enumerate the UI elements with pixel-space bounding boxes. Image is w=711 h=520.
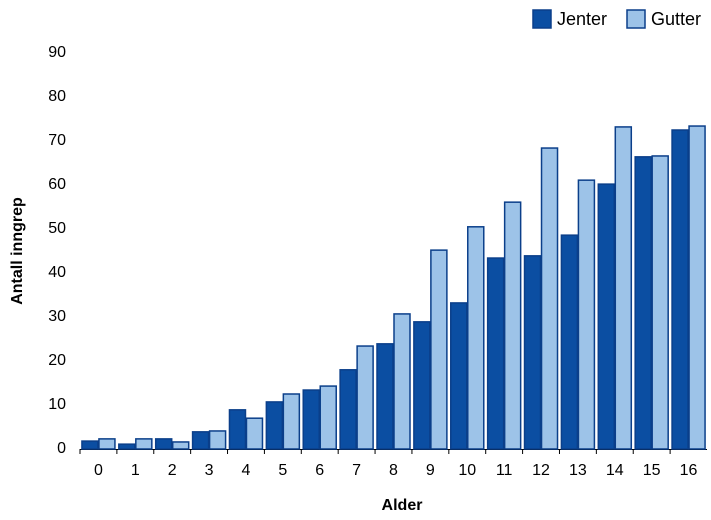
bar [245, 417, 264, 450]
bar [228, 409, 247, 450]
y-axis-label: Antall inngrep [9, 197, 26, 305]
x-tick-label: 6 [315, 462, 324, 479]
bar [98, 438, 116, 450]
bar [614, 126, 633, 450]
bar [523, 255, 542, 450]
x-tick-label: 1 [131, 462, 140, 479]
bar [597, 183, 616, 450]
x-tick-label: 0 [94, 462, 103, 479]
x-tick-label: 10 [458, 462, 476, 479]
x-tick-label: 14 [606, 462, 624, 479]
x-tick-label: 4 [242, 462, 251, 479]
bar [560, 234, 579, 450]
y-tick-label: 80 [48, 88, 66, 105]
bar [393, 313, 411, 450]
x-tick-label: 3 [205, 462, 214, 479]
x-axis-label: Alder [382, 497, 423, 514]
bar [688, 125, 706, 450]
y-tick-label: 60 [48, 176, 66, 193]
bar [135, 438, 153, 450]
x-tick-label: 5 [278, 462, 287, 479]
bar [319, 385, 337, 450]
bar [302, 389, 320, 450]
y-tick-label: 20 [48, 352, 66, 369]
legend-swatch [532, 9, 552, 29]
bar [430, 249, 448, 450]
y-tick-label: 70 [48, 132, 66, 149]
x-tick-label: 15 [643, 462, 661, 479]
legend-swatch [626, 9, 646, 29]
bar [450, 302, 468, 450]
y-tick-label: 30 [48, 308, 66, 325]
y-tick-label: 40 [48, 264, 66, 281]
bar [540, 147, 559, 450]
bar [118, 443, 136, 450]
bar [467, 226, 485, 450]
bar [81, 440, 99, 450]
bar [376, 343, 394, 450]
x-tick-label: 2 [168, 462, 177, 479]
bar [265, 401, 284, 450]
y-tick-label: 50 [48, 220, 66, 237]
x-tick-label: 9 [426, 462, 435, 479]
bar [651, 155, 669, 450]
bar [577, 179, 596, 450]
bar [356, 345, 374, 450]
x-tick-label: 8 [389, 462, 398, 479]
bar [191, 431, 210, 450]
x-tick-label: 16 [680, 462, 698, 479]
y-tick-label: 90 [48, 44, 66, 61]
bar [154, 438, 173, 450]
legend-label: Gutter [651, 9, 701, 29]
bar [413, 321, 431, 450]
bar [208, 430, 227, 450]
y-tick-label: 0 [57, 440, 66, 457]
bar [282, 393, 301, 450]
bar [486, 257, 505, 450]
bar [671, 129, 689, 450]
x-tick-label: 12 [532, 462, 550, 479]
legend-label: Jenter [557, 9, 607, 29]
x-tick-label: 7 [352, 462, 361, 479]
x-tick-label: 13 [569, 462, 587, 479]
bar [171, 441, 190, 450]
bar [339, 369, 357, 450]
x-tick-label: 11 [496, 462, 513, 479]
bar [503, 201, 522, 450]
y-tick-label: 10 [48, 396, 66, 413]
bar [634, 156, 652, 450]
